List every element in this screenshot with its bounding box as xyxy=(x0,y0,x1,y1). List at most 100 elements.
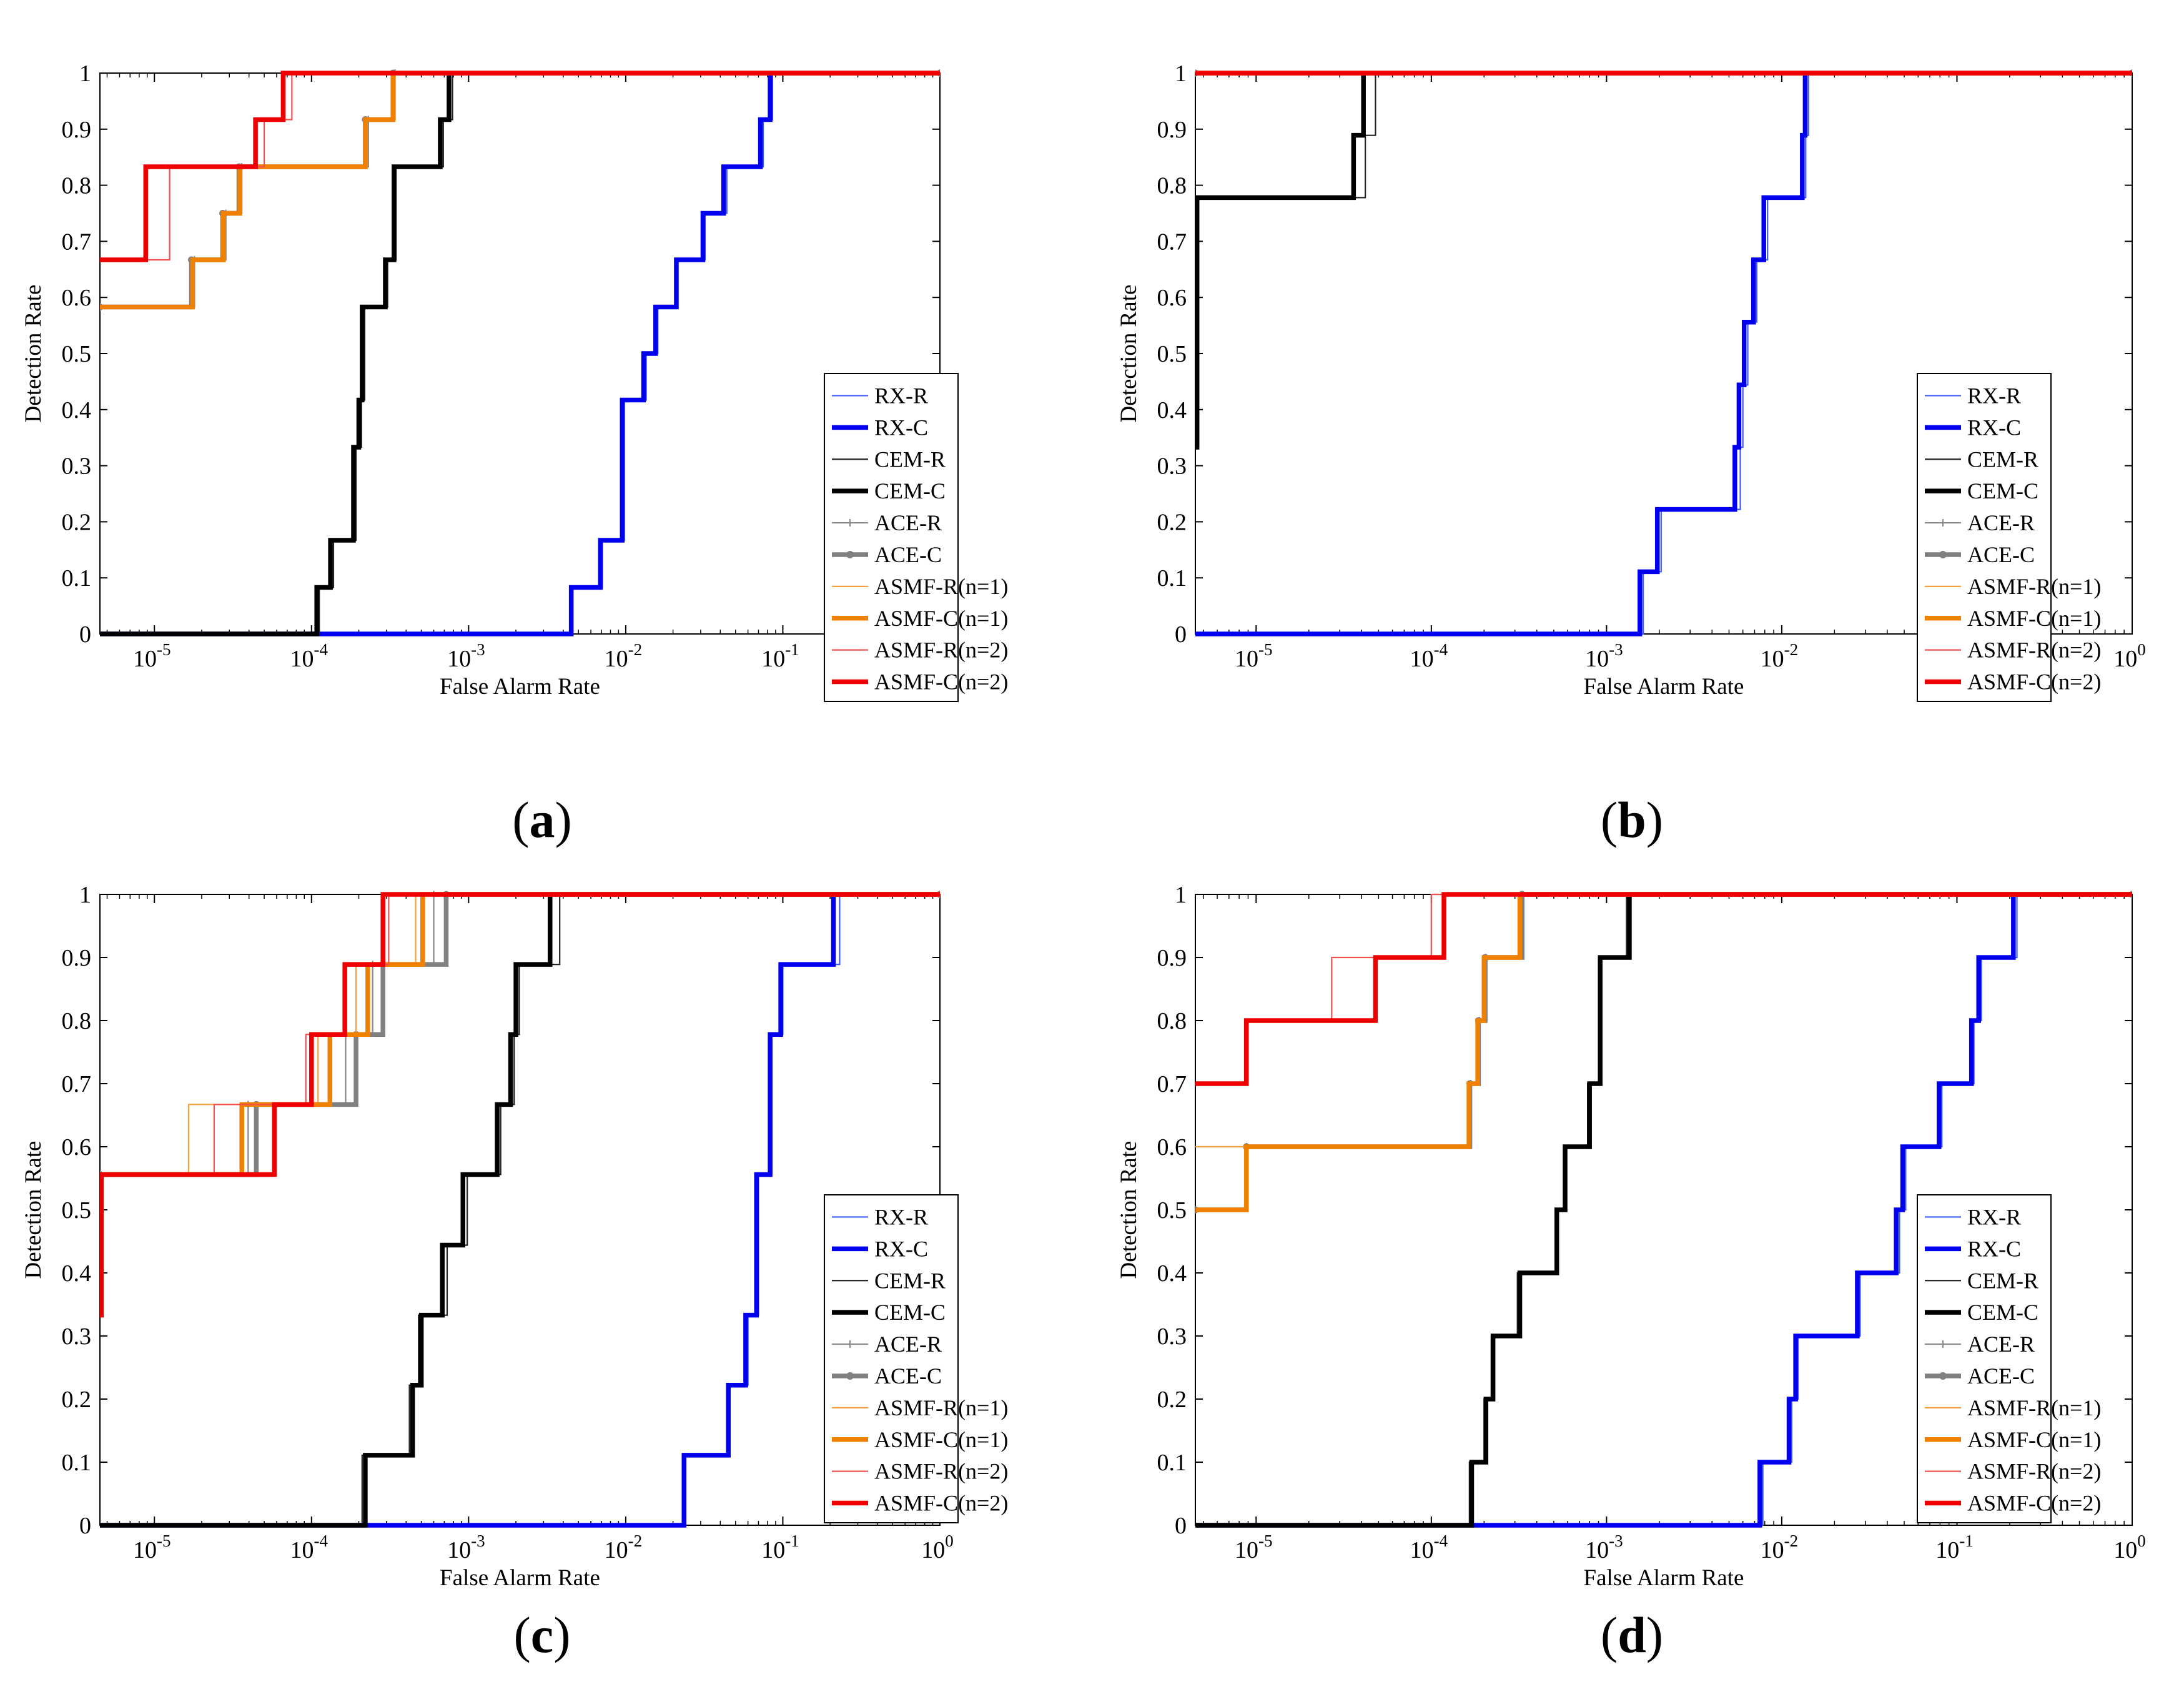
legend-label: ASMF-R(n=1) xyxy=(874,574,1008,599)
y-tick-label: 0.5 xyxy=(1157,1197,1187,1224)
series-line-ASMF-R(n=2) xyxy=(100,72,940,261)
x-axis-label: False Alarm Rate xyxy=(1584,674,1744,700)
y-tick-label: 0 xyxy=(1175,621,1187,648)
y-tick-label: 0.4 xyxy=(62,1260,92,1287)
series-group xyxy=(100,891,940,1528)
legend-label: ACE-C xyxy=(874,542,942,567)
legend-marker xyxy=(846,1372,854,1380)
x-tick-label: 10-4 xyxy=(1410,640,1448,672)
series-line-CEM-C xyxy=(1195,892,2132,1528)
series-line-ASMF-C(n=1) xyxy=(100,892,940,1177)
x-tick-label: 10-4 xyxy=(290,640,329,672)
x-tick-label: 10-4 xyxy=(290,1531,329,1563)
legend-marker xyxy=(1939,550,1947,558)
legend-label: CEM-C xyxy=(1967,478,2038,503)
legend-label: ACE-C xyxy=(874,1363,942,1388)
legend-label: ASMF-C(n=2) xyxy=(874,670,1008,695)
y-tick-label: 0.3 xyxy=(62,453,92,480)
legend-marker xyxy=(1939,1340,1947,1348)
x-tick-label: 10-1 xyxy=(761,640,799,672)
legend-box xyxy=(824,1194,959,1523)
legend-label: CEM-C xyxy=(874,478,946,503)
panel-c: 0 0.1 0.2 0.3 0.4 0.5 0.6 0.7 0.8 0.9 1 10-5 10-4 10-… xyxy=(21,882,1008,1663)
legend-label: ASMF-R(n=1) xyxy=(874,1395,1008,1420)
panel-d: 0 0.1 0.2 0.3 0.4 0.5 0.6 0.7 0.8 0.9 1 10-5 10-4 10-… xyxy=(1116,882,2146,1663)
legend-marker xyxy=(846,519,854,527)
legend-marker xyxy=(1939,519,1947,527)
series-line-ASMF-C(n=2) xyxy=(1195,892,2132,1086)
y-tick-label: 0.2 xyxy=(1157,1387,1187,1413)
x-tick-label: 100 xyxy=(921,1531,954,1563)
y-tick-label: 0.9 xyxy=(62,945,92,971)
y-tick-label: 1 xyxy=(1175,61,1187,87)
x-tick-label: 10-5 xyxy=(1235,640,1273,672)
y-tick-label: 0.5 xyxy=(62,1197,92,1224)
legend-label: ASMF-R(n=1) xyxy=(1967,1395,2101,1420)
y-tick-label: 0.9 xyxy=(1157,117,1187,143)
y-axis-label: Detection Rate xyxy=(1116,285,1142,423)
y-tick-label: 0.4 xyxy=(62,397,92,423)
legend: RX-R RX-C CEM-R CEM-C ACE-R ACE-C ASMF-R(n=1) A… xyxy=(1917,1194,2101,1523)
legend-label: ASMF-R(n=1) xyxy=(1967,574,2101,599)
x-tick-label: 100 xyxy=(2113,1531,2146,1563)
y-tick-label: 0.1 xyxy=(1157,1450,1187,1476)
y-tick-label: 0.9 xyxy=(1157,945,1187,971)
x-tick-label: 10-1 xyxy=(1935,1531,1974,1563)
x-tick-label: 10-2 xyxy=(605,640,643,672)
legend-label: ACE-R xyxy=(874,1332,942,1357)
y-tick-label: 0.8 xyxy=(1157,173,1187,199)
legend-label: CEM-C xyxy=(874,1300,946,1325)
panel-label: (c) xyxy=(513,1606,570,1663)
legend-label: RX-C xyxy=(874,415,928,440)
panel-a: 0 0.1 0.2 0.3 0.4 0.5 0.6 0.7 0.8 0.9 1 10-5 10-4 10-… xyxy=(21,61,1008,848)
series-group xyxy=(1195,69,2132,636)
legend-label: RX-C xyxy=(1967,1236,2021,1261)
legend-label: CEM-R xyxy=(874,1268,946,1293)
panel-label: (d) xyxy=(1601,1606,1663,1663)
x-tick-label: 10-2 xyxy=(605,1531,643,1563)
legend-marker xyxy=(1939,1372,1947,1380)
panel-b: 0 0.1 0.2 0.3 0.4 0.5 0.6 0.7 0.8 0.9 1 10-5 10-4 10-… xyxy=(1116,61,2146,848)
legend-label: RX-R xyxy=(1967,383,2021,408)
series-line-RX-C xyxy=(100,892,940,1528)
x-tick-label: 10-4 xyxy=(1410,1531,1448,1563)
legend-label: RX-C xyxy=(874,1236,928,1261)
axes-frame xyxy=(99,72,941,635)
legend-label: CEM-C xyxy=(1967,1300,2038,1325)
y-tick-label: 0.3 xyxy=(1157,453,1187,480)
legend-label: ACE-R xyxy=(1967,1332,2035,1357)
x-tick-label: 10-5 xyxy=(1235,1531,1273,1563)
y-tick-label: 0.1 xyxy=(62,1450,92,1476)
series-line-ASMF-C(n=2) xyxy=(100,892,940,1318)
legend-label: RX-R xyxy=(1967,1204,2021,1229)
legend: RX-R RX-C CEM-R CEM-C ACE-R ACE-C ASMF-R(n=1) A… xyxy=(824,1194,1008,1523)
y-tick-label: 0.7 xyxy=(62,229,92,255)
series-line-RX-R xyxy=(1195,72,2132,635)
series-line-CEM-R xyxy=(100,72,940,635)
legend-label: CEM-R xyxy=(1967,1268,2038,1293)
y-tick-label: 0 xyxy=(79,1513,91,1539)
y-tick-label: 0.9 xyxy=(62,117,92,143)
x-tick-label: 10-5 xyxy=(133,640,171,672)
legend-label: ASMF-R(n=2) xyxy=(874,1459,1008,1484)
series-line-CEM-C xyxy=(1195,71,2132,450)
legend-label: RX-R xyxy=(874,1204,928,1229)
y-tick-label: 0.2 xyxy=(1157,509,1187,535)
x-tick-label: 100 xyxy=(2113,640,2146,672)
x-tick-label: 10-3 xyxy=(447,1531,485,1563)
y-tick-label: 0.2 xyxy=(62,509,92,535)
legend-label: RX-R xyxy=(874,383,928,408)
panel-label: (a) xyxy=(512,791,572,848)
y-tick-label: 1 xyxy=(1175,882,1187,908)
y-tick-label: 0 xyxy=(79,621,91,648)
series-line-RX-C xyxy=(1195,71,2132,636)
series-line-CEM-C xyxy=(100,71,940,636)
legend-label: ASMF-R(n=2) xyxy=(1967,638,2101,663)
series-line-ASMF-C(n=2) xyxy=(100,71,940,262)
y-tick-label: 0 xyxy=(1175,1513,1187,1539)
y-tick-label: 0.6 xyxy=(1157,1134,1187,1160)
series-line-ASMF-C(n=1) xyxy=(100,71,940,310)
series-line-CEM-C xyxy=(100,892,940,1528)
legend-label: ASMF-C(n=2) xyxy=(1967,670,2101,695)
legend-label: ASMF-R(n=2) xyxy=(1967,1459,2101,1484)
